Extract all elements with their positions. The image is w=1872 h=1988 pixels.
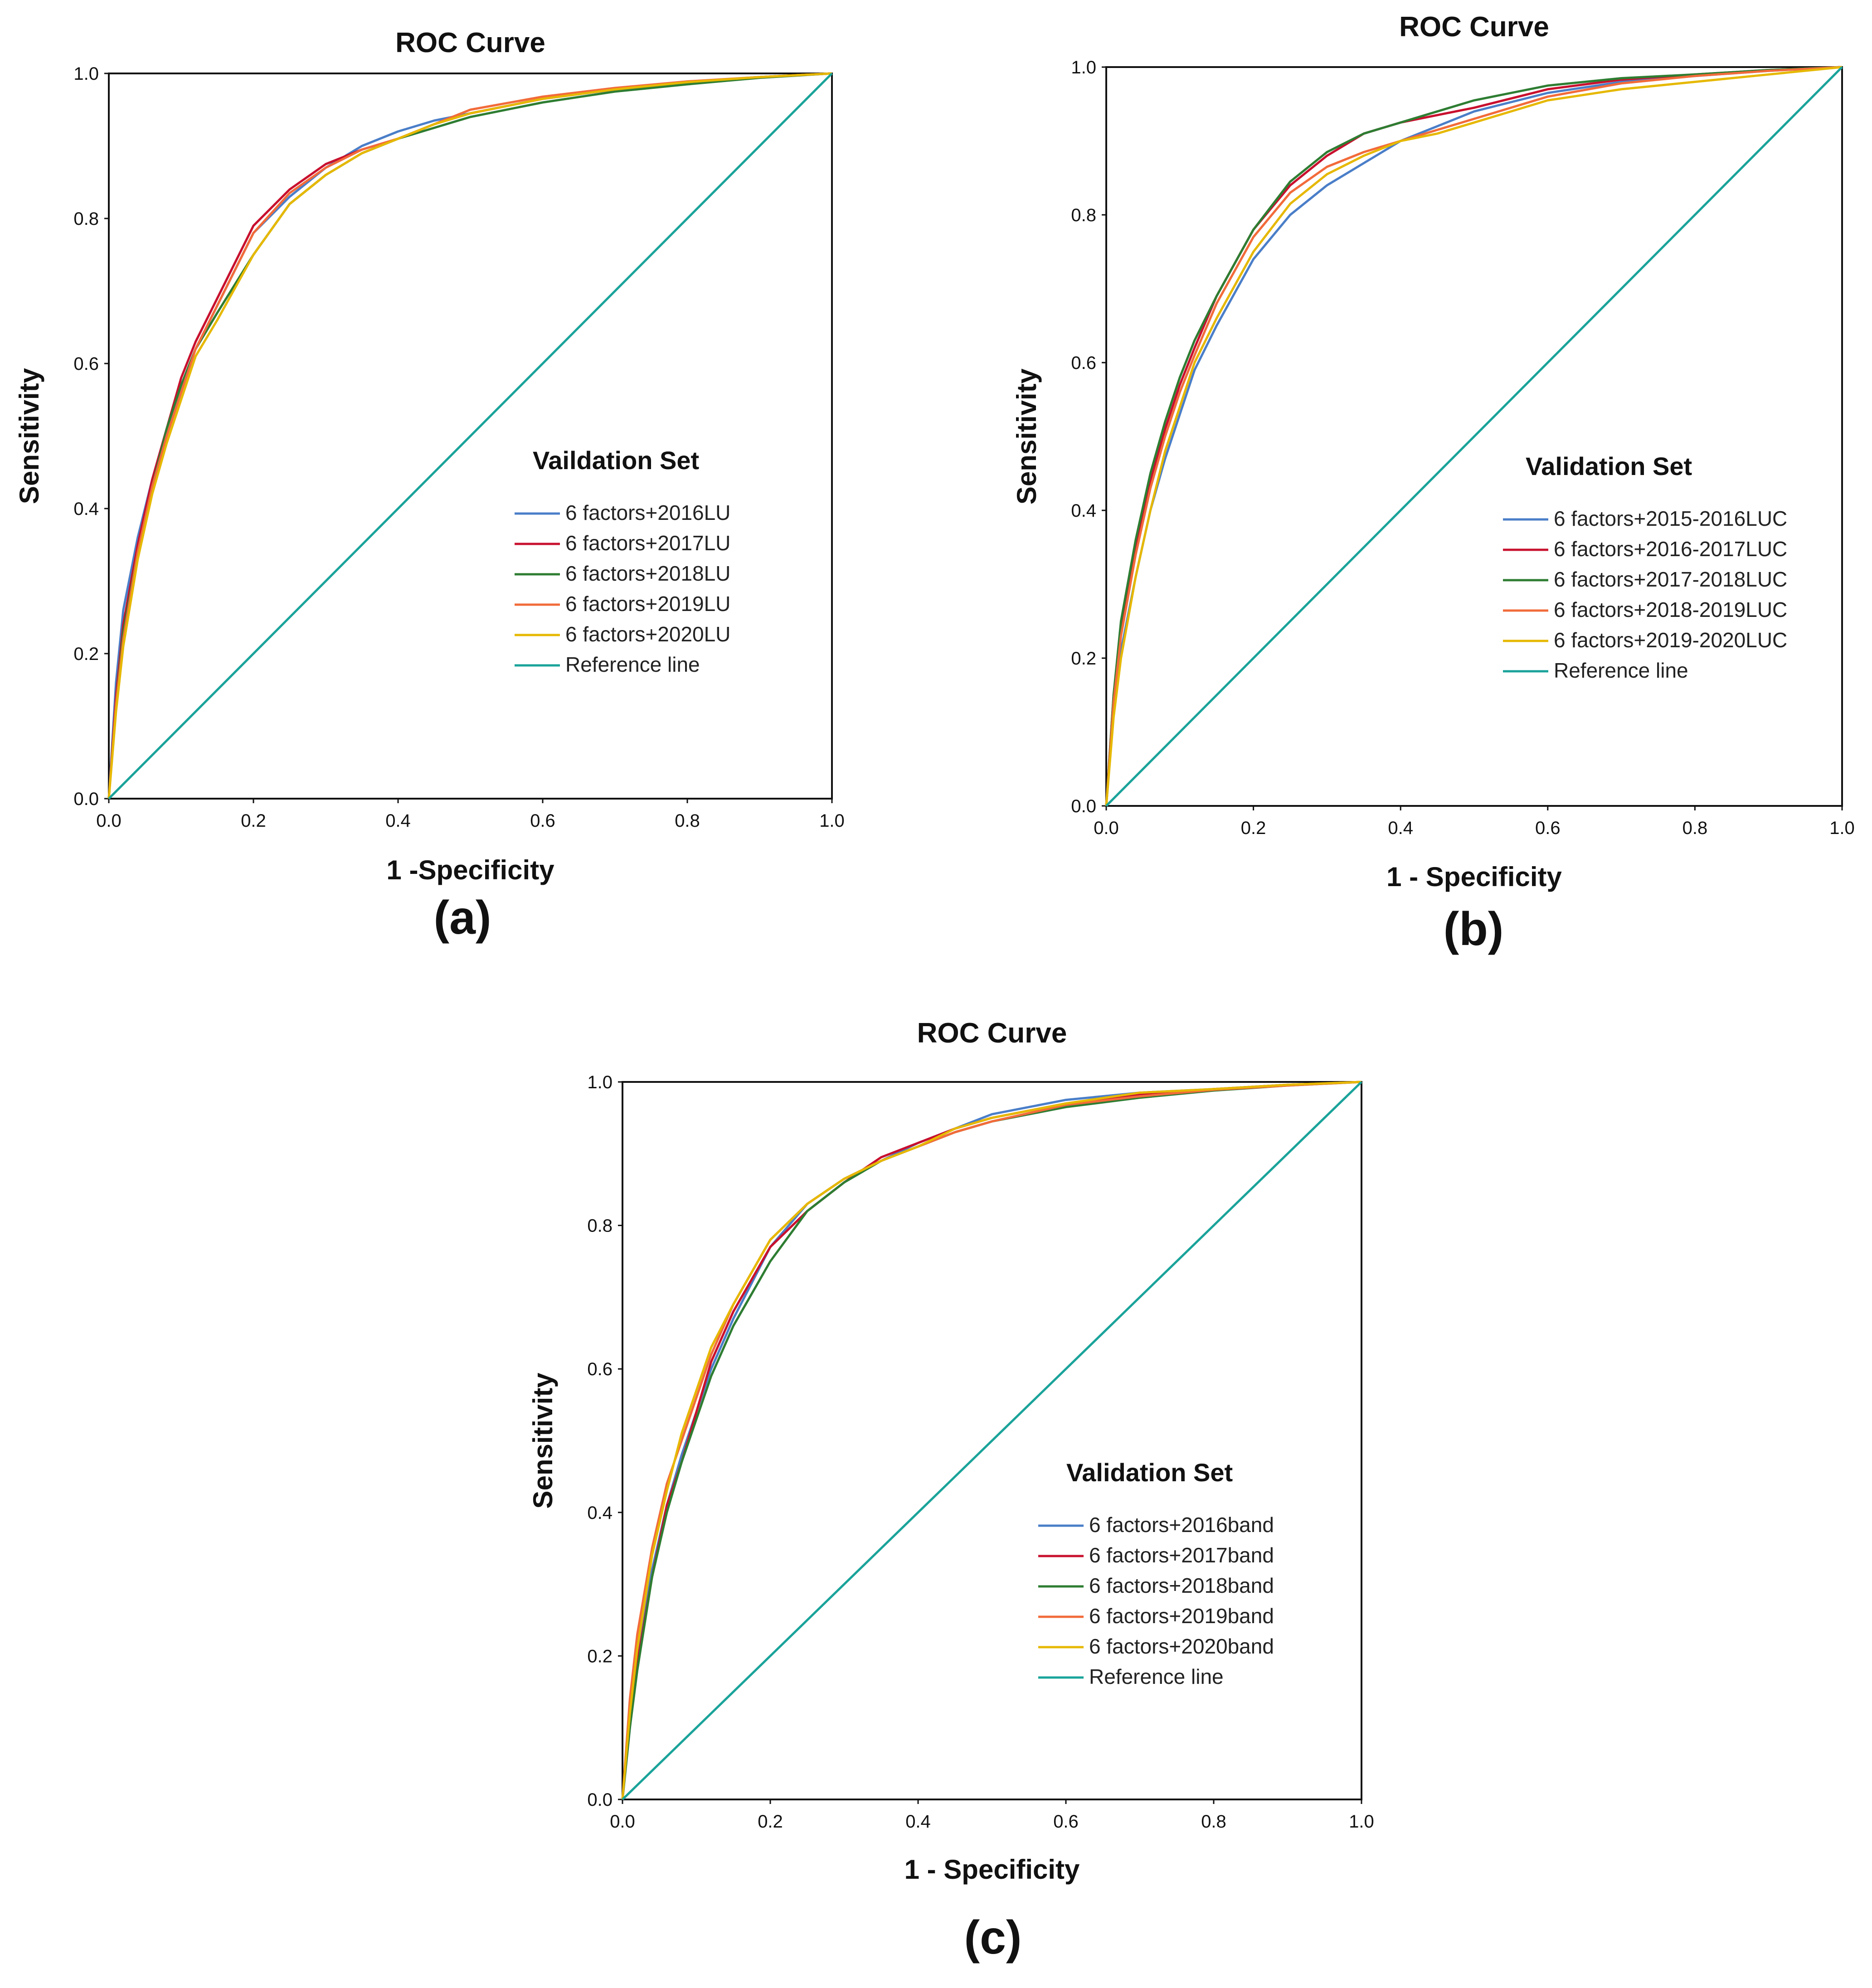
panel-c-legend-title: Validation Set	[1066, 1458, 1233, 1487]
panel-c-series-line-5	[622, 1081, 1362, 1800]
panel-c-caption: (c)	[964, 1911, 1021, 1964]
panel-b-plot-frame	[1105, 66, 1843, 807]
panel-c-y-tick-label: 1.0	[587, 1072, 613, 1092]
panel-b-x-axis-label: 1 - Specificity	[1386, 862, 1562, 892]
panel-b-series-line-2	[1105, 66, 1843, 806]
panel-b-legend-label-2: 6 factors+2017-2018LUC	[1554, 567, 1787, 591]
panel-a-caption: (a)	[433, 892, 491, 944]
panel-b-y-axis-label: Sensitivity	[1011, 368, 1042, 504]
panel-b-legend-label-0: 6 factors+2015-2016LUC	[1554, 507, 1787, 530]
panel-a-series-line-3	[107, 72, 832, 799]
panel-b-series-line-1	[1105, 66, 1843, 806]
panel-c-x-tick-label: 0.2	[758, 1812, 783, 1832]
panel-a-y-tick-label: 0.4	[73, 499, 99, 519]
panel-a-y-tick-label: 0.8	[73, 209, 99, 229]
panel-a-x-tick-label: 0.8	[675, 811, 700, 831]
panel-c-x-tick-label: 0.8	[1201, 1812, 1226, 1832]
panel-c-plot-frame	[622, 1081, 1362, 1800]
panel-a-y-tick-label: 0.2	[73, 644, 99, 664]
panel-a-legend-label-2: 6 factors+2018LU	[565, 562, 730, 585]
panel-b-legend-label-1: 6 factors+2016-2017LUC	[1554, 537, 1787, 561]
panel-c-legend-label-1: 6 factors+2017band	[1089, 1543, 1274, 1567]
panel-b-y-tick-label: 0.6	[1071, 353, 1096, 373]
panel-a-y-tick-label: 1.0	[73, 64, 99, 84]
panel-a-legend-label-0: 6 factors+2016LU	[565, 501, 730, 524]
panel-a-legend-label-4: 6 factors+2020LU	[565, 622, 730, 646]
panel-b-x-tick-label: 1.0	[1829, 818, 1855, 838]
panel-a-x-tick-label: 0.2	[241, 811, 266, 831]
panel-c-x-axis-label: 1 - Specificity	[904, 1854, 1080, 1885]
panel-c-y-tick-label: 0.8	[587, 1216, 613, 1236]
panel-a-legend-label-1: 6 factors+2017LU	[565, 531, 730, 555]
panel-b-y-tick-label: 1.0	[1071, 58, 1096, 78]
panel-c-legend-label-4: 6 factors+2020band	[1089, 1634, 1274, 1658]
panel-a-x-tick-label: 0.4	[385, 811, 411, 831]
panel-b-y-tick-label: 0.2	[1071, 649, 1096, 669]
panel-c-y-tick-label: 0.0	[587, 1790, 613, 1810]
panel-b-y-tick-label: 0.4	[1071, 501, 1096, 521]
panel-c-legend-label-0: 6 factors+2016band	[1089, 1513, 1274, 1537]
panel-b-series-line-3	[1105, 66, 1843, 806]
panel-c-title: ROC Curve	[917, 1018, 1067, 1049]
panel-b-x-tick-label: 0.4	[1388, 818, 1413, 838]
panel-a-y-tick-label: 0.0	[73, 789, 99, 809]
panel-c-x-tick-label: 0.6	[1053, 1812, 1079, 1832]
panel-b-series-line-5	[1105, 66, 1843, 807]
panel-c-x-tick-label: 1.0	[1349, 1812, 1374, 1832]
panel-a-legend-label-5: Reference line	[565, 653, 700, 676]
panel-b-y-tick-label: 0.0	[1071, 796, 1096, 816]
panel-b-legend-label-4: 6 factors+2019-2020LUC	[1554, 628, 1787, 652]
panel-b-x-tick-label: 0.6	[1535, 818, 1561, 838]
panel-b-x-tick-label: 0.2	[1241, 818, 1266, 838]
panel-b-legend-title: Validation Set	[1526, 452, 1692, 480]
panel-a-y-axis-label: Sensitivity	[14, 368, 44, 504]
panel-c-x-tick-label: 0.0	[610, 1812, 635, 1832]
panel-a-plot-frame	[108, 73, 833, 800]
panel-b-x-tick-label: 0.8	[1682, 818, 1708, 838]
panel-c-x-tick-label: 0.4	[905, 1812, 931, 1832]
panel-a-x-axis-label: 1 -Specificity	[386, 855, 554, 885]
panel-b-y-tick-label: 0.8	[1071, 205, 1096, 225]
panel-b-title: ROC Curve	[1399, 11, 1549, 43]
panel-a-series-line-5	[108, 73, 833, 800]
panel-a-series-line-4	[107, 72, 832, 799]
panel-c-series-line-4	[621, 1081, 1362, 1800]
panel-c-legend-label-2: 6 factors+2018band	[1089, 1574, 1274, 1597]
panel-c-y-tick-label: 0.6	[587, 1359, 613, 1379]
panel-a-x-tick-label: 0.0	[96, 811, 122, 831]
panel-a-legend-title: Vaildation Set	[533, 446, 699, 475]
panel-a-x-tick-label: 1.0	[819, 811, 845, 831]
panel-a-title: ROC Curve	[395, 27, 545, 58]
panel-a-x-tick-label: 0.6	[530, 811, 555, 831]
panel-b-x-tick-label: 0.0	[1094, 818, 1119, 838]
panel-c-y-axis-label: Sensitivity	[528, 1372, 558, 1509]
panel-b-series-line-4	[1105, 66, 1843, 806]
panel-c-y-tick-label: 0.2	[587, 1646, 613, 1666]
panel-a-y-tick-label: 0.6	[73, 354, 99, 374]
panel-c-legend-label-5: Reference line	[1089, 1665, 1224, 1688]
panel-b-legend-label-3: 6 factors+2018-2019LUC	[1554, 598, 1787, 621]
panel-a-legend-label-3: 6 factors+2019LU	[565, 592, 730, 616]
panel-c-y-tick-label: 0.4	[587, 1503, 613, 1523]
panel-c-legend-label-3: 6 factors+2019band	[1089, 1604, 1274, 1628]
panel-b-legend-label-5: Reference line	[1554, 659, 1688, 682]
panel-b-caption: (b)	[1444, 903, 1504, 955]
panel-c-series-line-2	[621, 1081, 1362, 1800]
